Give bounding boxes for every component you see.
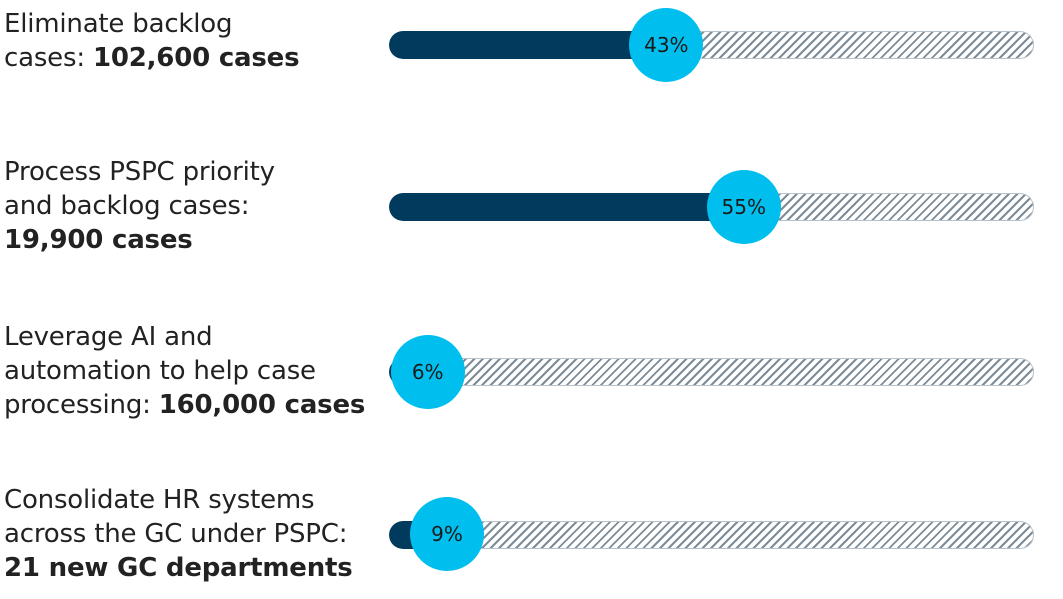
percent-label: 55% <box>721 195 766 219</box>
percent-bubble: 9% <box>410 497 485 571</box>
percent-label: 43% <box>644 33 689 57</box>
progress-fill <box>389 193 744 221</box>
progress-fill <box>389 31 667 59</box>
row-label: Eliminate backlog cases: 102,600 cases <box>4 9 300 73</box>
row-label: Consolidate HR systems across the GC und… <box>4 485 353 583</box>
percent-bubble: 6% <box>390 335 465 409</box>
row-label: Process PSPC priority and backlog cases:… <box>4 157 275 255</box>
progress-track <box>389 358 1034 386</box>
percent-label: 9% <box>431 522 463 546</box>
row-label: Leverage AI and automation to help case … <box>4 322 366 420</box>
progress-track <box>389 521 1034 549</box>
percent-bubble: 43% <box>629 8 704 82</box>
percent-label: 6% <box>411 360 444 384</box>
percent-bubble: 55% <box>706 170 781 244</box>
progress-track <box>389 31 1034 59</box>
